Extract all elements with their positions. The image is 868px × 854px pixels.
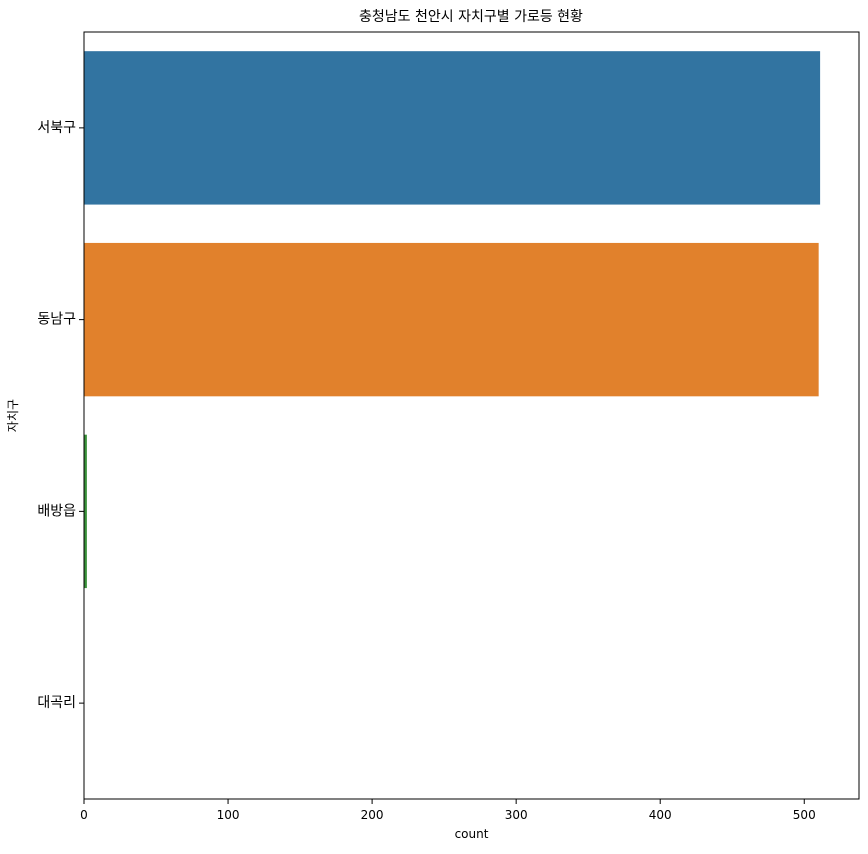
y-tick-label: 대곡리 <box>37 695 76 711</box>
y-axis-label: 자치구 <box>6 399 20 432</box>
x-tick-label: 100 <box>217 808 240 822</box>
bar-0 <box>84 51 821 205</box>
plot-frame <box>83 31 860 800</box>
chart-title: 충청남도 천안시 자치구별 가로등 현황 <box>359 9 583 25</box>
y-tick-label: 서북구 <box>37 120 76 136</box>
x-tick-label: 400 <box>649 808 672 822</box>
y-tick-label: 동남구 <box>37 312 76 328</box>
bars-group <box>84 51 821 589</box>
x-tick-label: 500 <box>793 808 816 822</box>
y-tick-label: 배방읍 <box>37 503 76 519</box>
x-tick-label: 300 <box>505 808 528 822</box>
bar-2 <box>84 434 87 589</box>
x-axis: 0 100 200 300 400 500 <box>80 799 816 822</box>
x-tick-label: 200 <box>361 808 384 822</box>
x-tick-label: 0 <box>80 808 88 822</box>
x-axis-label: count <box>455 827 489 841</box>
bar-1 <box>84 242 819 397</box>
